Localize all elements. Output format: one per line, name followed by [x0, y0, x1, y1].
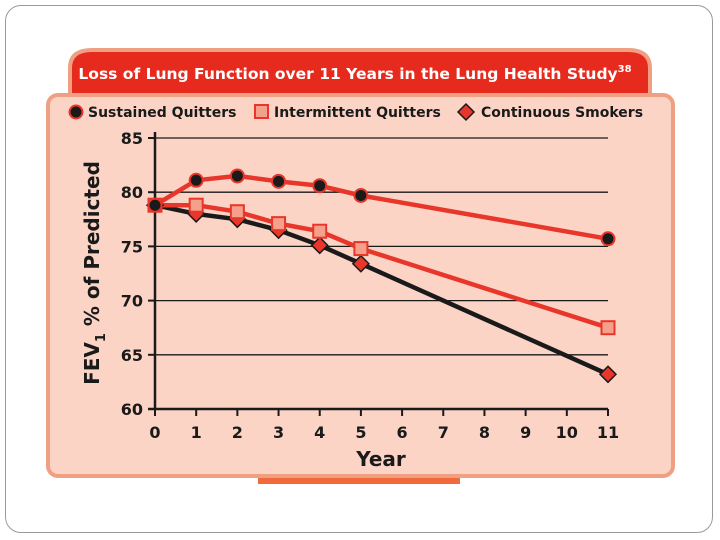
x-tick-label: 6: [397, 423, 408, 442]
x-tick-label: 4: [314, 423, 325, 442]
x-tick-label: 8: [479, 423, 490, 442]
legend-label-intermittent: Intermittent Quitters: [274, 105, 441, 121]
chart-title: Loss of Lung Function over 11 Years in t…: [78, 64, 631, 83]
data-point-intermittent: [312, 223, 328, 239]
data-point-sustained: [229, 168, 245, 184]
y-tick-label: 75: [121, 237, 143, 256]
data-point-sustained: [188, 172, 204, 188]
data-point-sustained: [353, 187, 369, 203]
x-tick-label: 10: [556, 423, 578, 442]
y-tick-label: 65: [121, 346, 143, 365]
axes: 60 65 70 75 80 85 0 1 2 3 4 5 6 7 8 9 10 11: [121, 129, 619, 442]
x-tick-label: 7: [438, 423, 449, 442]
data-point-intermittent: [600, 320, 616, 336]
legend-square-marker: [254, 104, 269, 119]
x-tick-label: 0: [149, 423, 160, 442]
series-markers: [145, 168, 618, 384]
data-point-smokers: [310, 236, 329, 255]
data-point-sustained: [312, 178, 328, 194]
data-point-intermittent: [188, 197, 204, 213]
legend: Sustained Quitters Intermittent Quitters…: [68, 102, 643, 122]
legend-label-sustained: Sustained Quitters: [88, 105, 236, 121]
data-point-sustained: [147, 197, 163, 213]
data-point-intermittent: [229, 204, 245, 220]
legend-item-sustained-quitters: Sustained Quitters: [68, 104, 236, 121]
chart-panel: [46, 93, 675, 478]
x-axis-label: Year: [355, 447, 406, 471]
x-tick-label: 9: [520, 423, 531, 442]
legend-item-continuous-smokers: Continuous Smokers: [456, 102, 643, 122]
legend-label-smokers: Continuous Smokers: [481, 105, 643, 121]
legend-circle-marker: [68, 104, 84, 120]
legend-item-intermittent-quitters: Intermittent Quitters: [254, 104, 441, 121]
data-point-intermittent: [353, 241, 369, 257]
grid: [155, 137, 608, 356]
x-tick-label: 3: [273, 423, 284, 442]
y-tick-label: 80: [121, 183, 143, 202]
data-point-intermittent: [271, 216, 287, 232]
legend-diamond-marker: [456, 102, 476, 122]
y-tick-label: 85: [121, 129, 143, 148]
data-point-smokers: [351, 254, 370, 273]
x-tick-label: 2: [232, 423, 243, 442]
x-tick-label: 1: [191, 423, 202, 442]
x-tick-label: 5: [355, 423, 366, 442]
y-tick-label: 70: [121, 292, 143, 311]
data-point-sustained: [271, 173, 287, 189]
data-point-sustained: [600, 231, 616, 247]
y-tick-label: 60: [121, 400, 143, 419]
x-tick-label: 11: [597, 423, 619, 442]
y-axis-label: FEV1 % of Predicted: [80, 161, 109, 385]
title-bar: [68, 48, 652, 100]
data-point-smokers: [598, 365, 618, 384]
